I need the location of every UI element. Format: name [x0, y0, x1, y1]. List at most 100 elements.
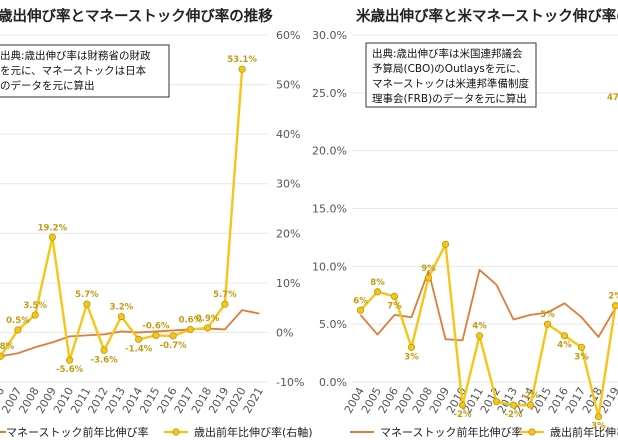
expenditure-point — [441, 240, 450, 248]
y-tick-label: 10% — [276, 277, 300, 290]
data-label: 19.2% — [38, 223, 68, 233]
y-tick-label: 50% — [276, 79, 300, 92]
right-legend-money-label: マネーストック前年比伸び率 — [380, 425, 522, 439]
expenditure-point — [492, 398, 501, 406]
right-legend-expend-marker — [528, 428, 536, 436]
y-tick-label: 20.0% — [312, 145, 347, 158]
data-label: 3% — [574, 352, 589, 362]
expenditure-point — [390, 292, 399, 301]
left-source-line-2: を元に、マネーストックは日本 — [0, 64, 147, 77]
right-legend: マネーストック前年比伸び率 歳出前年比伸び率 — [350, 425, 618, 439]
data-label: 0.5% — [6, 316, 30, 326]
data-label: 3.5% — [23, 301, 47, 311]
data-label: -2% — [522, 391, 540, 401]
right-y-axis-ticks: 0.0% 5.0% 10.0% 15.0% 20.0% 25.0% 30.0% — [312, 29, 347, 389]
expenditure-point — [238, 65, 246, 73]
expenditure-point — [509, 401, 518, 409]
expenditure-point — [407, 343, 416, 351]
data-label: 5% — [540, 310, 555, 320]
data-label: 2% — [608, 292, 618, 302]
expenditure-point — [14, 326, 22, 334]
expenditure-point — [543, 320, 552, 328]
y-tick-label: 40% — [276, 128, 300, 141]
expenditure-point — [152, 331, 160, 340]
left-x-axis-ticks: 0620072008200920102011201220132014201520… — [0, 385, 266, 416]
expenditure-point — [611, 302, 618, 310]
left-legend: マネーストック前年比伸び率 歳出前年比伸び率(右軸) — [0, 425, 313, 439]
expenditure-point — [186, 325, 194, 334]
money-stock-growth-line — [359, 268, 617, 342]
expenditure-point — [48, 233, 56, 241]
y-tick-label: -10% — [276, 376, 304, 389]
expenditure-point — [117, 312, 125, 321]
data-label: -5.6% — [56, 365, 84, 375]
left-legend-money-label: マネーストック前年比伸び率 — [6, 425, 148, 439]
expenditure-point — [135, 335, 143, 343]
data-label: -2% — [454, 410, 472, 420]
y-tick-label: 25.0% — [312, 87, 347, 100]
right-legend-expend-label: 歳出前年比伸び率 — [550, 425, 618, 439]
right-data-labels: 6%8%7%3%9%-2%4%-2%-2%5%4%3%3%2% — [353, 264, 618, 432]
x-tick-label: 06 — [0, 385, 7, 404]
expenditure-point — [356, 306, 365, 314]
data-label: 0.6% — [179, 315, 203, 325]
right-source-line-1: 出典:歳出伸び率は米国連邦議会 — [372, 47, 523, 60]
left-source-line-3: のデータを元に算出 — [0, 79, 95, 92]
data-label: -0.7% — [160, 341, 188, 351]
expenditure-point — [100, 346, 108, 354]
data-label: 5.7% — [75, 290, 99, 300]
expenditure-point — [66, 356, 74, 364]
data-label: -3.6% — [91, 355, 119, 365]
expenditure-point — [221, 300, 229, 308]
data-label: 0.9% — [196, 314, 220, 324]
y-tick-label: 60% — [276, 29, 300, 42]
left-legend-expend-label: 歳出前年比伸び率(右軸) — [194, 425, 313, 439]
expenditure-point — [594, 413, 603, 421]
data-label: 53.1% — [227, 55, 257, 65]
left-source-box: 出典:歳出伸び率は財務省の財政 を元に、マネーストックは日本 のデータを元に算出 — [0, 44, 170, 98]
right-chart-title: 米歳出伸び率と米マネーストック伸び率の — [356, 7, 618, 25]
left-chart-title: 歳出伸び率とマネーストック伸び率の推移 — [0, 7, 273, 25]
y-tick-label: 10.0% — [312, 260, 347, 273]
expenditure-growth-line — [359, 243, 617, 418]
right-source-box: 出典:歳出伸び率は米国連邦議会 予算局(CBO)のOutlaysを元に、 マネー… — [365, 42, 537, 108]
right-x-axis-ticks: 2004200520062007200820092010201120122013… — [342, 385, 618, 416]
data-label: -2% — [505, 410, 523, 420]
y-tick-label: 5.0% — [319, 318, 347, 331]
expenditure-point — [560, 332, 569, 340]
data-label: -1.4% — [125, 344, 153, 354]
expenditure-point — [373, 288, 382, 296]
expenditure-point — [458, 401, 467, 409]
data-label: -4.8% — [0, 342, 15, 352]
expenditure-point — [83, 300, 91, 308]
right-series — [356, 240, 618, 421]
y-tick-label: 20% — [276, 227, 300, 240]
left-source-line-1: 出典:歳出伸び率は財務省の財政 — [0, 49, 151, 62]
data-label: 3% — [591, 422, 606, 432]
right-chart: 米歳出伸び率と米マネーストック伸び率の 0.0% 5.0% 10.0% 15.0% 20… — [312, 7, 618, 439]
y-tick-label: 30% — [276, 178, 300, 191]
data-label: 4% — [557, 341, 572, 351]
right-source-line-4: 理事会(FRB)のデータを元に算出 — [372, 92, 527, 105]
left-legend-expend-marker — [172, 428, 180, 436]
right-source-line-2: 予算局(CBO)のOutlaysを元に、 — [372, 62, 527, 75]
left-chart: 歳出伸び率とマネーストック伸び率の推移 -10% 0% 10% 20% 30% 40% 50… — [0, 7, 313, 439]
data-label: 3.2% — [110, 303, 134, 313]
data-label: 6% — [353, 296, 368, 306]
expenditure-point — [577, 343, 586, 351]
data-label: 5.7% — [213, 290, 237, 300]
expenditure-point — [424, 274, 433, 282]
data-label: 3% — [404, 352, 419, 362]
data-label: -0.6% — [142, 321, 170, 331]
expenditure-point — [169, 332, 177, 340]
expenditure-point — [0, 352, 5, 360]
expenditure-point — [526, 401, 535, 409]
left-series — [0, 65, 260, 364]
data-label: 8% — [370, 278, 385, 288]
right-source-line-3: マネーストックは米連邦準備制度 — [372, 77, 529, 90]
y-tick-label: 0.0% — [319, 376, 347, 389]
left-data-labels: -4.8% 0.5% 3.5% 19.2% -5.6% 5.7% -3.6% 3.2% -1.4… — [0, 55, 257, 375]
y-tick-label: 15.0% — [312, 203, 347, 216]
y-tick-label: 30.0% — [312, 29, 347, 42]
